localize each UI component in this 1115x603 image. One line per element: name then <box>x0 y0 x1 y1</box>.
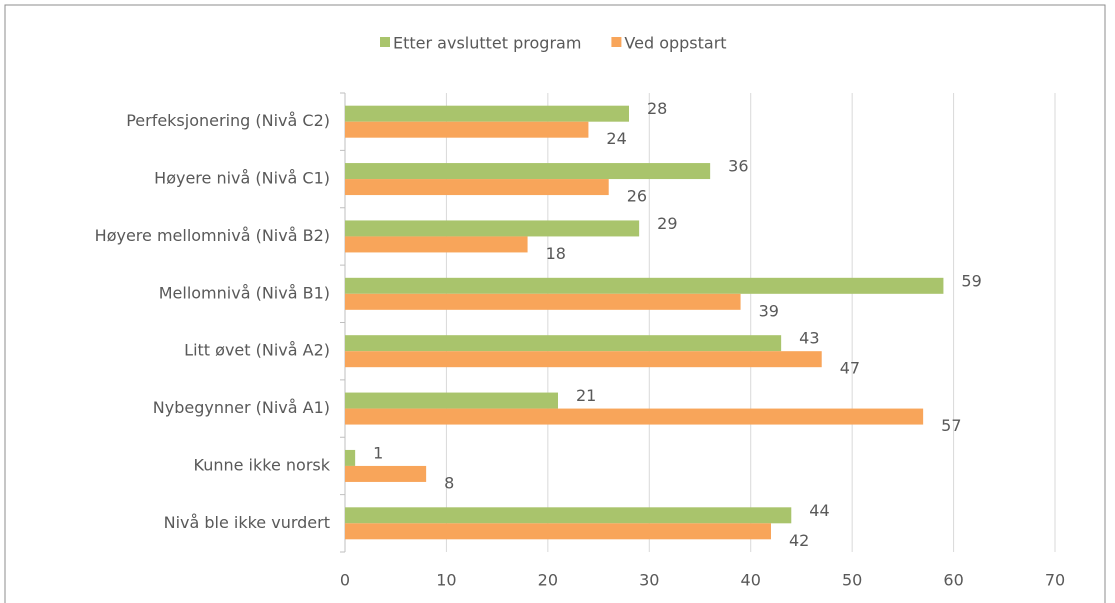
legend-swatch <box>611 37 622 47</box>
data-label: 44 <box>809 501 829 520</box>
bar <box>345 392 558 409</box>
x-tick-label: 20 <box>538 571 558 590</box>
y-tick-label: Mellomnivå (Nivå B1) <box>159 283 330 302</box>
bar <box>345 335 782 352</box>
legend-swatch <box>380 37 390 47</box>
x-tick-label: 70 <box>1045 571 1065 590</box>
bar <box>345 179 609 196</box>
y-tick-label: Litt øvet (Nivå A2) <box>184 341 330 360</box>
data-label: 8 <box>444 473 454 492</box>
y-tick-label: Perfeksjonering (Nivå C2) <box>126 111 330 130</box>
data-label: 26 <box>627 187 647 206</box>
frame <box>4 4 1106 603</box>
data-label: 21 <box>576 386 596 405</box>
y-tick-label: Høyere mellomnivå (Nivå B2) <box>95 226 330 245</box>
bar <box>345 449 356 466</box>
data-label: 28 <box>647 99 667 118</box>
bar <box>345 351 822 368</box>
bar <box>345 236 528 253</box>
data-label: 47 <box>840 359 860 378</box>
data-label: 36 <box>728 157 748 176</box>
bar <box>345 105 629 122</box>
bar <box>345 121 589 138</box>
data-label: 1 <box>373 443 383 462</box>
data-label: 42 <box>789 531 809 550</box>
x-tick-label: 60 <box>943 571 963 590</box>
bar <box>345 163 711 180</box>
x-tick-label: 50 <box>842 571 862 590</box>
data-label: 43 <box>799 329 819 348</box>
bar <box>345 507 792 524</box>
bar <box>345 465 427 482</box>
bar <box>345 220 640 237</box>
y-tick-label: Nivå ble ikke vurdert <box>164 513 330 532</box>
data-label: 18 <box>546 244 566 263</box>
legend-label: Ved oppstart <box>624 34 726 53</box>
bar <box>345 293 741 310</box>
x-tick-label: 30 <box>639 571 659 590</box>
y-tick-label: Kunne ikke norsk <box>194 455 331 474</box>
bar <box>345 408 924 425</box>
data-label: 29 <box>657 214 677 233</box>
x-tick-label: 40 <box>741 571 761 590</box>
data-label: 59 <box>961 271 981 290</box>
x-tick-label: 10 <box>436 571 456 590</box>
data-label: 24 <box>606 129 626 148</box>
y-tick-label: Nybegynner (Nivå A1) <box>153 398 330 417</box>
y-tick-label: Høyere nivå (Nivå C1) <box>154 169 330 188</box>
data-label: 39 <box>759 301 779 320</box>
bar <box>345 523 771 540</box>
legend-label: Etter avsluttet program <box>393 34 581 53</box>
bar <box>345 277 944 294</box>
x-tick-label: 0 <box>340 571 350 590</box>
data-label: 57 <box>941 416 961 435</box>
